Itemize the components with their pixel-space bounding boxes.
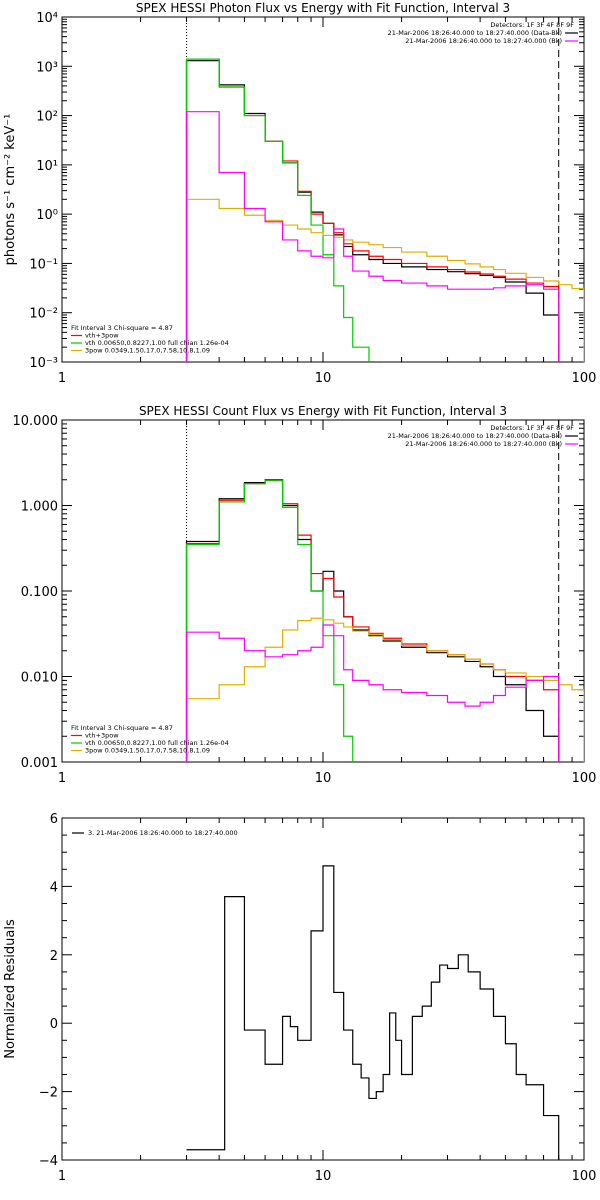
y-tick-label: 4 — [50, 880, 58, 895]
y-tick-label: 10⁰ — [36, 208, 58, 223]
plot-area — [186, 865, 560, 1160]
y-tick-label: 0.100 — [21, 585, 58, 600]
series-line-3 — [185, 480, 354, 762]
legend-header: Fit Interval 3 Chi-square = 4.87 — [71, 324, 173, 332]
legend-entry: 3pow 0.0349,1.50,17.0,7.58,10.8,1.09 — [85, 747, 210, 755]
y-axis-label: photons s⁻¹ cm⁻² keV⁻¹ — [3, 114, 18, 266]
series-line-2 — [185, 479, 560, 762]
chart-title: SPEX HESSI Count Flux vs Energy with Fit… — [139, 404, 507, 418]
legend-entry: 21-Mar-2006 18:26:40.000 to 18:27:40.000… — [405, 37, 562, 45]
x-tick-label: 10 — [315, 771, 332, 786]
chart-panel-2: SPEX HESSI Count Flux vs Energy with Fit… — [13, 404, 597, 786]
x-tick-label: 100 — [572, 1169, 597, 1184]
plot-area — [185, 479, 584, 762]
x-tick-label: 10 — [315, 371, 332, 386]
plot-area — [185, 58, 584, 362]
y-axis-label: Normalized Residuals — [3, 919, 18, 1059]
y-tick-label: 10³ — [36, 60, 58, 75]
y-tick-label: 0.001 — [21, 756, 58, 771]
legend-entry: 21-Mar-2006 18:26:40.000 to 18:27:40.000… — [388, 29, 562, 37]
y-tick-label: 0 — [50, 1017, 58, 1032]
y-tick-label: 0.010 — [21, 671, 58, 686]
chart-panel-1: SPEX HESSI Photon Flux vs Energy with Fi… — [3, 1, 597, 386]
legend-entry: 21-Mar-2006 18:26:40.000 to 18:27:40.000… — [405, 440, 562, 448]
series-line-4 — [185, 617, 584, 762]
x-tick-label: 100 — [572, 771, 597, 786]
series-line-3 — [185, 58, 370, 362]
legend-header: Fit Interval 3 Chi-square = 4.87 — [71, 724, 173, 732]
legend-entry: 3. 21-Mar-2006 18:26:40.000 to 18:27:40.… — [88, 829, 238, 837]
y-tick-label: 10.000 — [13, 414, 59, 429]
legend-entry: vth+3pow — [85, 732, 119, 740]
series-line-5 — [185, 111, 560, 362]
y-tick-label: 1.000 — [21, 500, 58, 515]
y-tick-label: 10² — [36, 110, 58, 125]
series-line-5 — [185, 624, 560, 762]
y-tick-label: 2 — [50, 949, 58, 964]
legend-header: Detectors: 1F 3F 4F 8F 9F — [490, 424, 574, 432]
series-line-1 — [185, 60, 560, 362]
x-tick-label: 100 — [572, 371, 597, 386]
series-line-4 — [185, 198, 584, 362]
legend-entry: vth+3pow — [85, 332, 119, 340]
y-tick-label: 10⁻¹ — [29, 257, 58, 272]
y-tick-label: 10¹ — [36, 159, 58, 174]
y-tick-label: −2 — [39, 1086, 58, 1101]
y-tick-label: 6 — [50, 812, 58, 827]
series-line-1 — [186, 865, 560, 1160]
chart-panel-3: Normalized Residuals 1 10 100 −4 −2 0 2 4 6 3. 21-… — [3, 812, 597, 1184]
series-line-2 — [185, 58, 560, 362]
legend-header: Detectors: 1F 3F 4F 8F 9F — [490, 21, 574, 29]
plot-frame — [61, 16, 585, 363]
x-tick-label: 1 — [58, 771, 66, 786]
legend-entry: vth 0.00650,0.8227,1.00 full chian 1.26e… — [85, 739, 229, 747]
legend-entry: 3pow 0.0349,1.50,17.0,7.58,10.8,1.09 — [85, 347, 210, 355]
chart-title: SPEX HESSI Photon Flux vs Energy with Fi… — [136, 1, 510, 15]
x-tick-label: 1 — [58, 371, 66, 386]
y-tick-label: −4 — [39, 1154, 58, 1169]
y-tick-label: 10⁻² — [29, 307, 58, 322]
x-tick-label: 10 — [315, 1169, 332, 1184]
legend-entry: 21-Mar-2006 18:26:40.000 to 18:27:40.000… — [388, 432, 562, 440]
x-tick-label: 1 — [58, 1169, 66, 1184]
y-tick-label: 10⁴ — [36, 11, 58, 26]
series-line-1 — [185, 479, 560, 762]
legend-entry: vth 0.00650,0.8227,1.00 full chian 1.26e… — [85, 339, 229, 347]
y-tick-label: 10⁻³ — [29, 356, 58, 371]
